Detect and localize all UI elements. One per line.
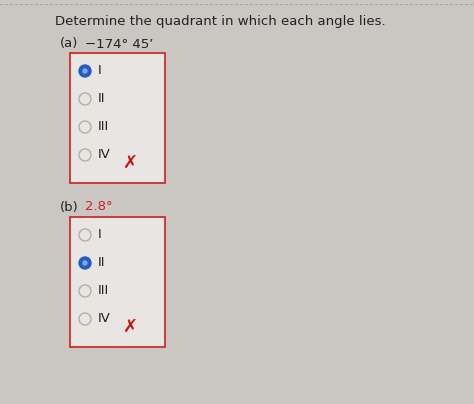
FancyBboxPatch shape [70, 217, 165, 347]
Text: ✗: ✗ [122, 154, 137, 172]
Text: IV: IV [98, 313, 111, 326]
Text: I: I [98, 65, 102, 78]
Text: ✗: ✗ [122, 318, 137, 336]
Circle shape [83, 69, 87, 73]
Circle shape [79, 65, 91, 77]
FancyBboxPatch shape [70, 53, 165, 183]
Text: III: III [98, 284, 109, 297]
Text: −174° 45’: −174° 45’ [85, 38, 154, 50]
Text: II: II [98, 257, 106, 269]
Circle shape [79, 257, 91, 269]
Text: III: III [98, 120, 109, 133]
Text: 2.8°: 2.8° [85, 200, 113, 213]
Text: Determine the quadrant in which each angle lies.: Determine the quadrant in which each ang… [55, 15, 386, 29]
Circle shape [83, 261, 87, 265]
Text: (a): (a) [60, 38, 78, 50]
Text: I: I [98, 229, 102, 242]
Text: II: II [98, 93, 106, 105]
Text: (b): (b) [60, 200, 79, 213]
Text: IV: IV [98, 149, 111, 162]
